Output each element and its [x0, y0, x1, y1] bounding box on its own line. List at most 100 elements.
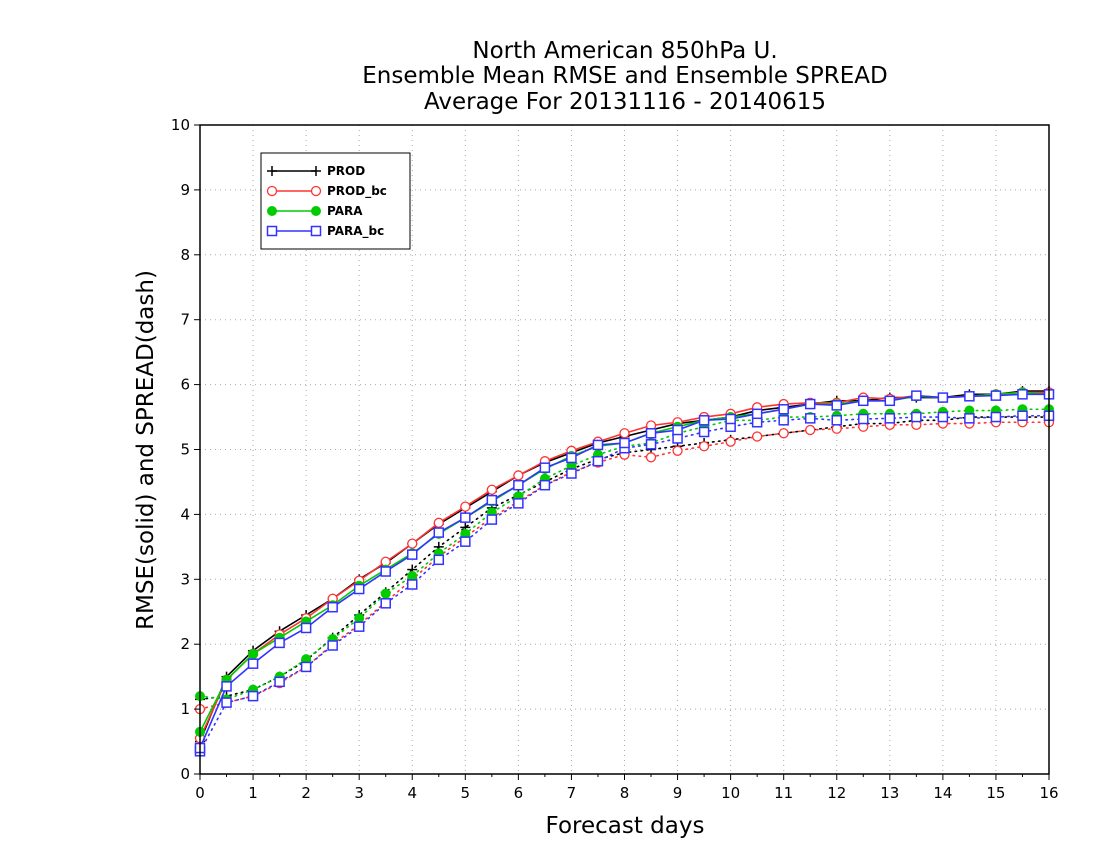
legend-label: PROD_bc — [327, 184, 387, 199]
spread-point — [274, 676, 285, 688]
spread-point — [407, 579, 418, 590]
spread-point — [698, 441, 710, 452]
legend-marker — [266, 225, 278, 237]
title-line-2: Ensemble Mean RMSE and Ensemble SPREAD — [362, 63, 887, 89]
spread-point — [672, 445, 683, 456]
spread-point — [858, 413, 869, 425]
y-tick-label: 1 — [180, 700, 190, 718]
spread-point — [566, 468, 577, 479]
spread-point — [380, 598, 391, 609]
legend-marker — [267, 206, 277, 216]
title-line-3: Average For 20131116 - 20140615 — [424, 89, 826, 115]
legend: PROD PROD_bc PARA PARA_bc — [260, 152, 411, 250]
spread-point — [831, 415, 842, 426]
x-tick-label: 3 — [354, 784, 364, 802]
spread-point — [672, 433, 683, 444]
spread-point — [645, 452, 657, 463]
rmse-point — [460, 512, 471, 523]
title-line-1: North American 850hPa U. — [472, 38, 777, 64]
spread-line — [199, 414, 1050, 753]
rmse-point — [884, 395, 896, 407]
legend-marker — [311, 166, 321, 176]
rmse-point — [539, 462, 551, 473]
y-axis-label: RMSE(solid) and SPREAD(dash) — [133, 270, 159, 630]
y-tick-label: 2 — [180, 635, 190, 653]
rmse-point — [221, 681, 232, 692]
legend-marker — [310, 225, 322, 237]
rmse-point — [486, 494, 498, 506]
x-tick-label: 6 — [514, 784, 524, 802]
rmse-point — [619, 428, 630, 439]
spread-point — [327, 640, 338, 651]
rmse-point — [327, 601, 338, 613]
x-tick-label: 14 — [933, 784, 952, 802]
legend-marker — [310, 185, 322, 197]
x-tick-label: 16 — [1039, 784, 1058, 802]
x-tick-label: 4 — [407, 784, 417, 802]
rmse-point — [380, 566, 391, 577]
rmse-point — [433, 527, 445, 538]
spread-point — [990, 411, 1002, 423]
x-tick-label: 8 — [620, 784, 630, 802]
spread-point — [247, 690, 259, 702]
rmse-point — [964, 391, 975, 402]
spread-point — [884, 413, 896, 424]
spread-point — [407, 571, 418, 582]
legend-box — [260, 152, 411, 250]
rmse-point — [1017, 389, 1028, 400]
y-tick-label: 6 — [180, 376, 190, 394]
legend-label: PROD — [327, 164, 365, 178]
rmse-point — [937, 392, 949, 403]
rmse-point — [911, 390, 922, 401]
grid — [200, 125, 1049, 774]
chart-title: North American 850hPa U. Ensemble Mean R… — [362, 38, 887, 115]
legend-marker — [311, 206, 321, 216]
x-tick-label: 7 — [567, 784, 577, 802]
legend-item-para-bc: PARA_bc — [266, 224, 384, 239]
y-tick-label: 4 — [180, 505, 190, 523]
rmse-point — [990, 390, 1002, 401]
rmse-point — [353, 583, 365, 595]
legend-label: PARA — [327, 204, 363, 218]
x-tick-label: 2 — [301, 784, 311, 802]
rmse-point — [804, 398, 816, 410]
rmse-point — [300, 622, 312, 634]
x-tick-label: 9 — [673, 784, 683, 802]
rmse-point — [247, 658, 259, 669]
spread-point — [486, 514, 498, 525]
rmse-point — [645, 428, 657, 439]
y-tick-label: 9 — [180, 181, 190, 199]
spread-point — [805, 424, 816, 436]
rmse-point — [460, 501, 471, 512]
legend-item-para: PARA — [267, 204, 363, 218]
spread-point — [778, 428, 789, 439]
spread-point — [592, 455, 604, 467]
rmse-point — [513, 479, 524, 491]
x-tick-label: 13 — [880, 784, 899, 802]
x-axis-label: Forecast days — [546, 813, 705, 839]
legend-marker — [267, 166, 277, 176]
spread-point — [513, 498, 524, 509]
series-para-bc — [194, 389, 1055, 757]
y-tick-label: 3 — [180, 570, 190, 588]
x-tick-label: 0 — [195, 784, 205, 802]
rmse-point — [592, 439, 604, 451]
legend-item-prod-bc: PROD_bc — [266, 184, 387, 199]
spread-point — [937, 411, 949, 423]
rmse-point — [513, 470, 524, 481]
rmse-point — [672, 424, 683, 436]
x-tick-label: 10 — [721, 784, 740, 802]
spread-point — [911, 411, 922, 423]
spread-point — [300, 661, 312, 673]
spread-point — [353, 621, 365, 632]
spread-point — [380, 588, 391, 599]
spread-line — [199, 421, 1050, 710]
rmse-point — [407, 538, 418, 549]
spread-point — [433, 554, 445, 566]
spread-point — [831, 423, 842, 434]
spread-point — [460, 536, 471, 547]
x-tick-label: 12 — [827, 784, 846, 802]
rmse-point — [725, 413, 736, 425]
spread-point — [725, 436, 736, 447]
